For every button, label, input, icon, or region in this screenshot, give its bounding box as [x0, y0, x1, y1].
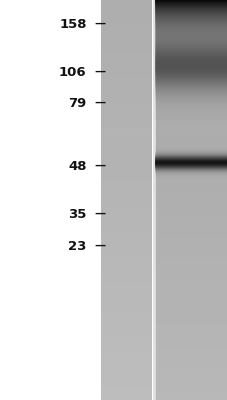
Text: 23: 23	[68, 240, 86, 252]
Text: 106: 106	[59, 66, 86, 78]
Text: 158: 158	[59, 18, 86, 30]
Text: —: —	[94, 161, 105, 171]
Text: —: —	[94, 19, 105, 29]
Bar	[0, 0, 101, 400]
Text: —: —	[94, 67, 105, 77]
Text: —: —	[94, 98, 105, 108]
Text: 35: 35	[68, 208, 86, 220]
Text: —: —	[94, 209, 105, 219]
Text: 79: 79	[68, 97, 86, 110]
Text: —: —	[94, 241, 105, 251]
Text: 48: 48	[68, 160, 86, 172]
